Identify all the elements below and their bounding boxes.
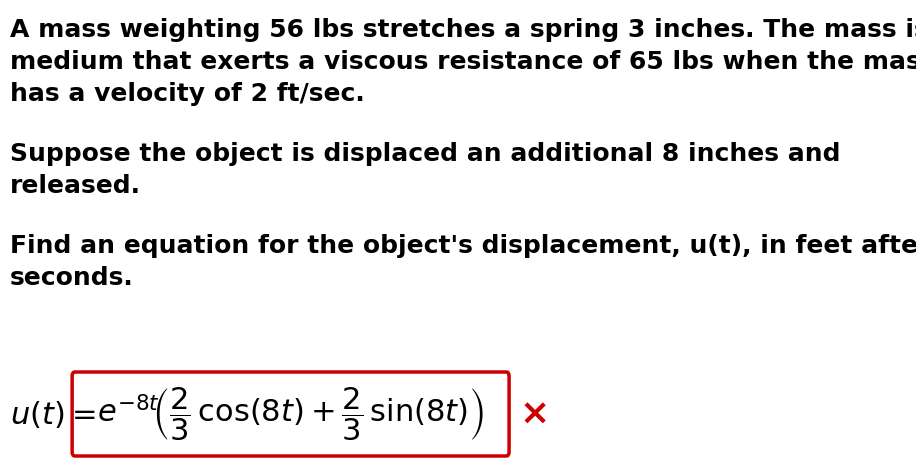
Text: Suppose the object is displaced an additional 8 inches and: Suppose the object is displaced an addit… xyxy=(10,142,840,166)
Text: seconds.: seconds. xyxy=(10,266,134,290)
Text: $e^{-8t}\!\left(\dfrac{2}{3}\,\cos(8t) + \dfrac{2}{3}\,\sin(8t)\right)$: $e^{-8t}\!\left(\dfrac{2}{3}\,\cos(8t) +… xyxy=(97,385,485,443)
Text: Find an equation for the object's displacement, u(t), in feet after t: Find an equation for the object's displa… xyxy=(10,234,916,258)
Text: A mass weighting 56 lbs stretches a spring 3 inches. The mass is in a: A mass weighting 56 lbs stretches a spri… xyxy=(10,18,916,42)
Text: released.: released. xyxy=(10,174,141,198)
Text: $\mathbf{\times}$: $\mathbf{\times}$ xyxy=(518,397,547,431)
Text: $u(t) =$: $u(t) =$ xyxy=(10,399,95,429)
FancyBboxPatch shape xyxy=(72,372,509,456)
Text: medium that exerts a viscous resistance of 65 lbs when the mass: medium that exerts a viscous resistance … xyxy=(10,50,916,74)
Text: has a velocity of 2 ft/sec.: has a velocity of 2 ft/sec. xyxy=(10,82,365,106)
